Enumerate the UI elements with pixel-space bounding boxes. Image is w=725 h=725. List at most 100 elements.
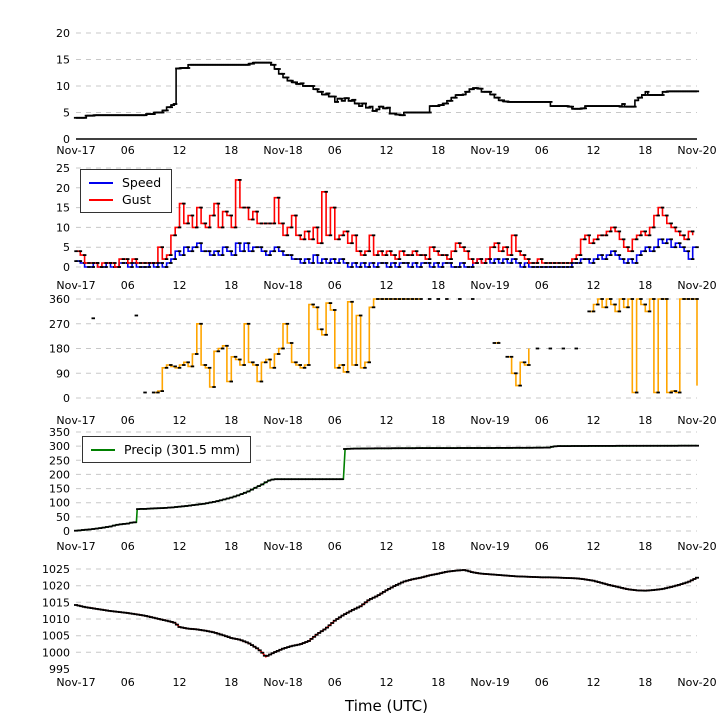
altimeter-xtick-labels: Nov-17 06 12 18 Nov-18 06 12 18 Nov-19 06 12 18 Nov-… [56, 676, 716, 689]
xtick-label: Nov-18 [263, 144, 302, 157]
temp-markers [73, 61, 700, 119]
ytick-label: 20 [56, 27, 70, 40]
xtick-label: 18 [431, 676, 445, 689]
temp-gridlines [76, 32, 697, 113]
xtick-label: Nov-19 [470, 279, 509, 292]
xtick-label: Nov-19 [470, 414, 509, 427]
altimeter-ytick-labels: 995 1000 1005 1010 1015 1020 1025 [42, 563, 70, 676]
xtick-label: 18 [224, 414, 238, 427]
xtick-label: Nov-19 [470, 144, 509, 157]
xtick-label: 18 [224, 279, 238, 292]
legend-row-precip: Precip (301.5 mm) [91, 441, 240, 458]
ytick-label: 5 [63, 241, 70, 254]
ytick-label: 995 [49, 663, 70, 676]
ytick-label: 50 [56, 511, 70, 524]
ytick-label: 270 [49, 318, 70, 331]
ytick-label: 0 [63, 261, 70, 274]
ytick-label: 0 [63, 392, 70, 405]
altimeter-series [74, 569, 699, 658]
ytick-label: 200 [49, 468, 70, 481]
gust-markers [74, 179, 695, 268]
ytick-label: 10 [56, 80, 70, 93]
wind-legend: Speed Gust [80, 169, 173, 213]
gust-legend-line-icon [89, 198, 113, 201]
direction-markers [91, 298, 699, 394]
xtick-label: Nov-19 [470, 676, 509, 689]
xtick-label: 06 [535, 279, 549, 292]
ytick-label: 100 [49, 497, 70, 510]
temp-series [73, 61, 700, 119]
xtick-label: 06 [328, 144, 342, 157]
precip-markers [74, 444, 699, 532]
xtick-label: Nov-20 [677, 144, 716, 157]
xtick-label: 18 [224, 676, 238, 689]
xtick-label: 12 [173, 414, 187, 427]
ytick-label: 15 [56, 54, 70, 67]
precip-series [74, 444, 699, 532]
xtick-label: 12 [173, 279, 187, 292]
ytick-label: 5 [63, 107, 70, 120]
xtick-label: Nov-17 [56, 144, 95, 157]
xtick-label: 06 [121, 144, 135, 157]
ytick-label: 0 [63, 525, 70, 538]
xtick-label: 06 [328, 414, 342, 427]
speed-series [74, 238, 699, 268]
xtick-label: Nov-18 [263, 540, 302, 553]
xtick-label: 18 [431, 144, 445, 157]
precip-xtick-labels: Nov-17 06 12 18 Nov-18 06 12 18 Nov-19 06 12 18 Nov-… [56, 540, 716, 553]
xtick-label: 12 [587, 279, 601, 292]
xtick-label: 06 [328, 540, 342, 553]
gust-legend-label: Gust [122, 192, 152, 207]
temp-xtick-labels: Nov-17 06 12 18 Nov-18 06 12 18 Nov-19 06 12 18 Nov-… [56, 144, 716, 157]
ytick-label: 150 [49, 483, 70, 496]
precip-legend: Precip (301.5 mm) [82, 436, 251, 463]
xtick-label: 12 [380, 144, 394, 157]
xtick-label: 18 [431, 540, 445, 553]
xtick-label: 18 [431, 414, 445, 427]
xtick-label: 12 [587, 540, 601, 553]
xaxis-title: Time (UTC) [345, 697, 428, 715]
ytick-label: 350 [49, 426, 70, 439]
xtick-label: Nov-17 [56, 540, 95, 553]
xtick-label: 18 [638, 540, 652, 553]
xtick-label: 06 [121, 540, 135, 553]
ytick-label: 20 [56, 182, 70, 195]
xtick-label: Nov-17 [56, 676, 95, 689]
xtick-label: Nov-18 [263, 279, 302, 292]
legend-row-speed: Speed [89, 174, 161, 191]
xtick-label: 12 [380, 279, 394, 292]
precip-legend-label: Precip (301.5 mm) [124, 442, 240, 457]
ytick-label: 90 [56, 367, 70, 380]
altimeter-markers [74, 569, 699, 657]
precip-legend-line-icon [91, 448, 115, 451]
xtick-label: Nov-20 [677, 279, 716, 292]
xtick-label: 06 [535, 144, 549, 157]
xtick-label: Nov-20 [677, 540, 716, 553]
xtick-label: Nov-19 [470, 540, 509, 553]
ytick-label: 1000 [42, 646, 70, 659]
xtick-label: 06 [535, 414, 549, 427]
xtick-label: Nov-20 [677, 414, 716, 427]
ytick-label: 15 [56, 202, 70, 215]
xtick-label: 12 [587, 414, 601, 427]
legend-row-gust: Gust [89, 191, 161, 208]
xtick-label: 18 [638, 279, 652, 292]
ytick-label: 1015 [42, 596, 70, 609]
xtick-label: 06 [121, 279, 135, 292]
direction-xtick-labels: Nov-17 06 12 18 Nov-18 06 12 18 Nov-19 06 12 18 Nov-… [56, 414, 716, 427]
gust-series [74, 179, 695, 268]
xtick-label: 12 [173, 676, 187, 689]
xtick-label: 06 [328, 676, 342, 689]
xtick-label: 06 [328, 279, 342, 292]
speed-markers [74, 238, 699, 268]
xtick-label: 12 [587, 144, 601, 157]
ytick-label: 1025 [42, 563, 70, 576]
xtick-label: 18 [224, 540, 238, 553]
speed-legend-line-icon [89, 181, 113, 184]
ytick-label: 1020 [42, 580, 70, 593]
xtick-label: 18 [638, 676, 652, 689]
xtick-label: 18 [638, 414, 652, 427]
wind-xtick-labels: Nov-17 06 12 18 Nov-18 06 12 18 Nov-19 06 12 18 Nov-… [56, 279, 716, 292]
